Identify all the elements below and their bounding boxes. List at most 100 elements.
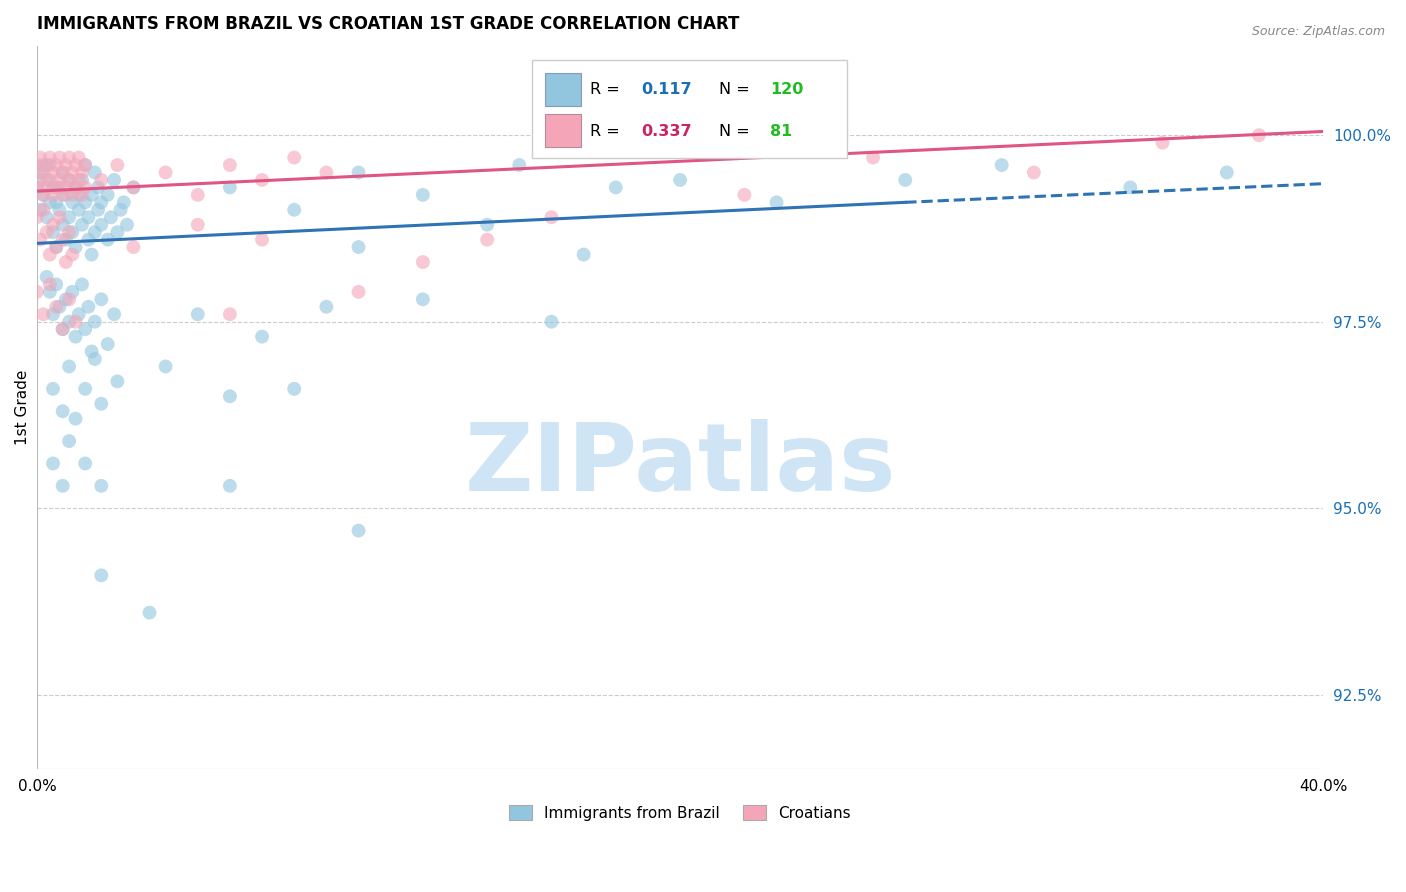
Point (347, 240, 370, 254)
Point (38, 285, 60, 299)
Point (475, 218, 498, 232)
Point (115, 218, 138, 232)
Point (55, 255, 77, 269)
Point (1152, 136, 1174, 150)
Point (48, 202, 70, 217)
Point (90, 397, 112, 411)
Point (315, 165, 337, 179)
Point (25, 285, 48, 299)
Point (83, 165, 105, 179)
Point (35, 211, 58, 225)
Point (65, 180, 87, 194)
Text: Source: ZipAtlas.com: Source: ZipAtlas.com (1251, 25, 1385, 38)
Point (70, 165, 93, 179)
Point (283, 151, 305, 165)
Point (55, 158, 77, 172)
Point (30, 233, 52, 247)
Point (412, 187, 434, 202)
Point (52, 165, 75, 179)
Point (42, 218, 65, 232)
Point (122, 180, 145, 194)
Point (100, 211, 122, 225)
Point (48, 211, 70, 225)
Point (219, 479, 242, 493)
Point (219, 180, 242, 194)
Point (48, 173, 70, 187)
Point (52, 479, 75, 493)
Point (32, 158, 55, 172)
Point (187, 187, 209, 202)
Point (155, 165, 177, 179)
Point (52, 218, 75, 232)
Point (48, 151, 70, 165)
Point (155, 359, 177, 374)
Point (32, 187, 55, 202)
Point (219, 307, 242, 321)
Point (412, 293, 434, 307)
Point (187, 307, 209, 321)
Point (65, 411, 87, 425)
Point (48, 300, 70, 314)
Point (90, 195, 112, 210)
Point (103, 307, 125, 321)
Point (42, 307, 65, 321)
Point (112, 195, 135, 210)
Point (65, 329, 87, 343)
Point (52, 404, 75, 418)
Point (38, 195, 60, 210)
Point (45, 240, 67, 254)
Point (45, 277, 67, 292)
Point (80, 344, 103, 359)
Point (55, 233, 77, 247)
Point (87, 180, 110, 194)
Point (97, 187, 120, 202)
Text: 120: 120 (770, 82, 804, 97)
Point (67, 202, 90, 217)
Point (35, 269, 58, 284)
Point (60, 195, 83, 210)
Point (1247, 128, 1270, 143)
Point (105, 375, 128, 389)
Point (90, 218, 112, 232)
Point (65, 240, 87, 254)
Text: 81: 81 (770, 124, 793, 138)
Point (75, 382, 97, 396)
Point (65, 180, 87, 194)
Point (1216, 165, 1239, 179)
Point (540, 211, 562, 225)
Point (25, 180, 48, 194)
FancyBboxPatch shape (546, 114, 581, 147)
Point (35, 173, 58, 187)
Point (83, 351, 105, 366)
Point (75, 195, 97, 210)
Point (45, 180, 67, 194)
Point (105, 158, 128, 172)
Point (32, 165, 55, 179)
Point (80, 247, 103, 261)
Point (67, 151, 90, 165)
Point (30, 202, 52, 217)
Point (83, 315, 105, 329)
Point (77, 300, 100, 314)
Point (70, 187, 93, 202)
Legend: Immigrants from Brazil, Croatians: Immigrants from Brazil, Croatians (503, 799, 858, 827)
Point (862, 151, 884, 165)
Point (25, 211, 48, 225)
Point (347, 524, 370, 538)
Point (315, 300, 337, 314)
Point (90, 173, 112, 187)
Point (48, 180, 70, 194)
Point (30, 151, 52, 165)
Point (990, 158, 1012, 172)
Point (45, 300, 67, 314)
Point (58, 151, 80, 165)
Text: IMMIGRANTS FROM BRAZIL VS CROATIAN 1ST GRADE CORRELATION CHART: IMMIGRANTS FROM BRAZIL VS CROATIAN 1ST G… (37, 15, 740, 33)
Point (32, 187, 55, 202)
Point (110, 202, 132, 217)
FancyBboxPatch shape (546, 73, 581, 106)
Point (87, 202, 110, 217)
Point (122, 240, 145, 254)
Point (187, 218, 209, 232)
Point (97, 233, 120, 247)
Point (45, 240, 67, 254)
